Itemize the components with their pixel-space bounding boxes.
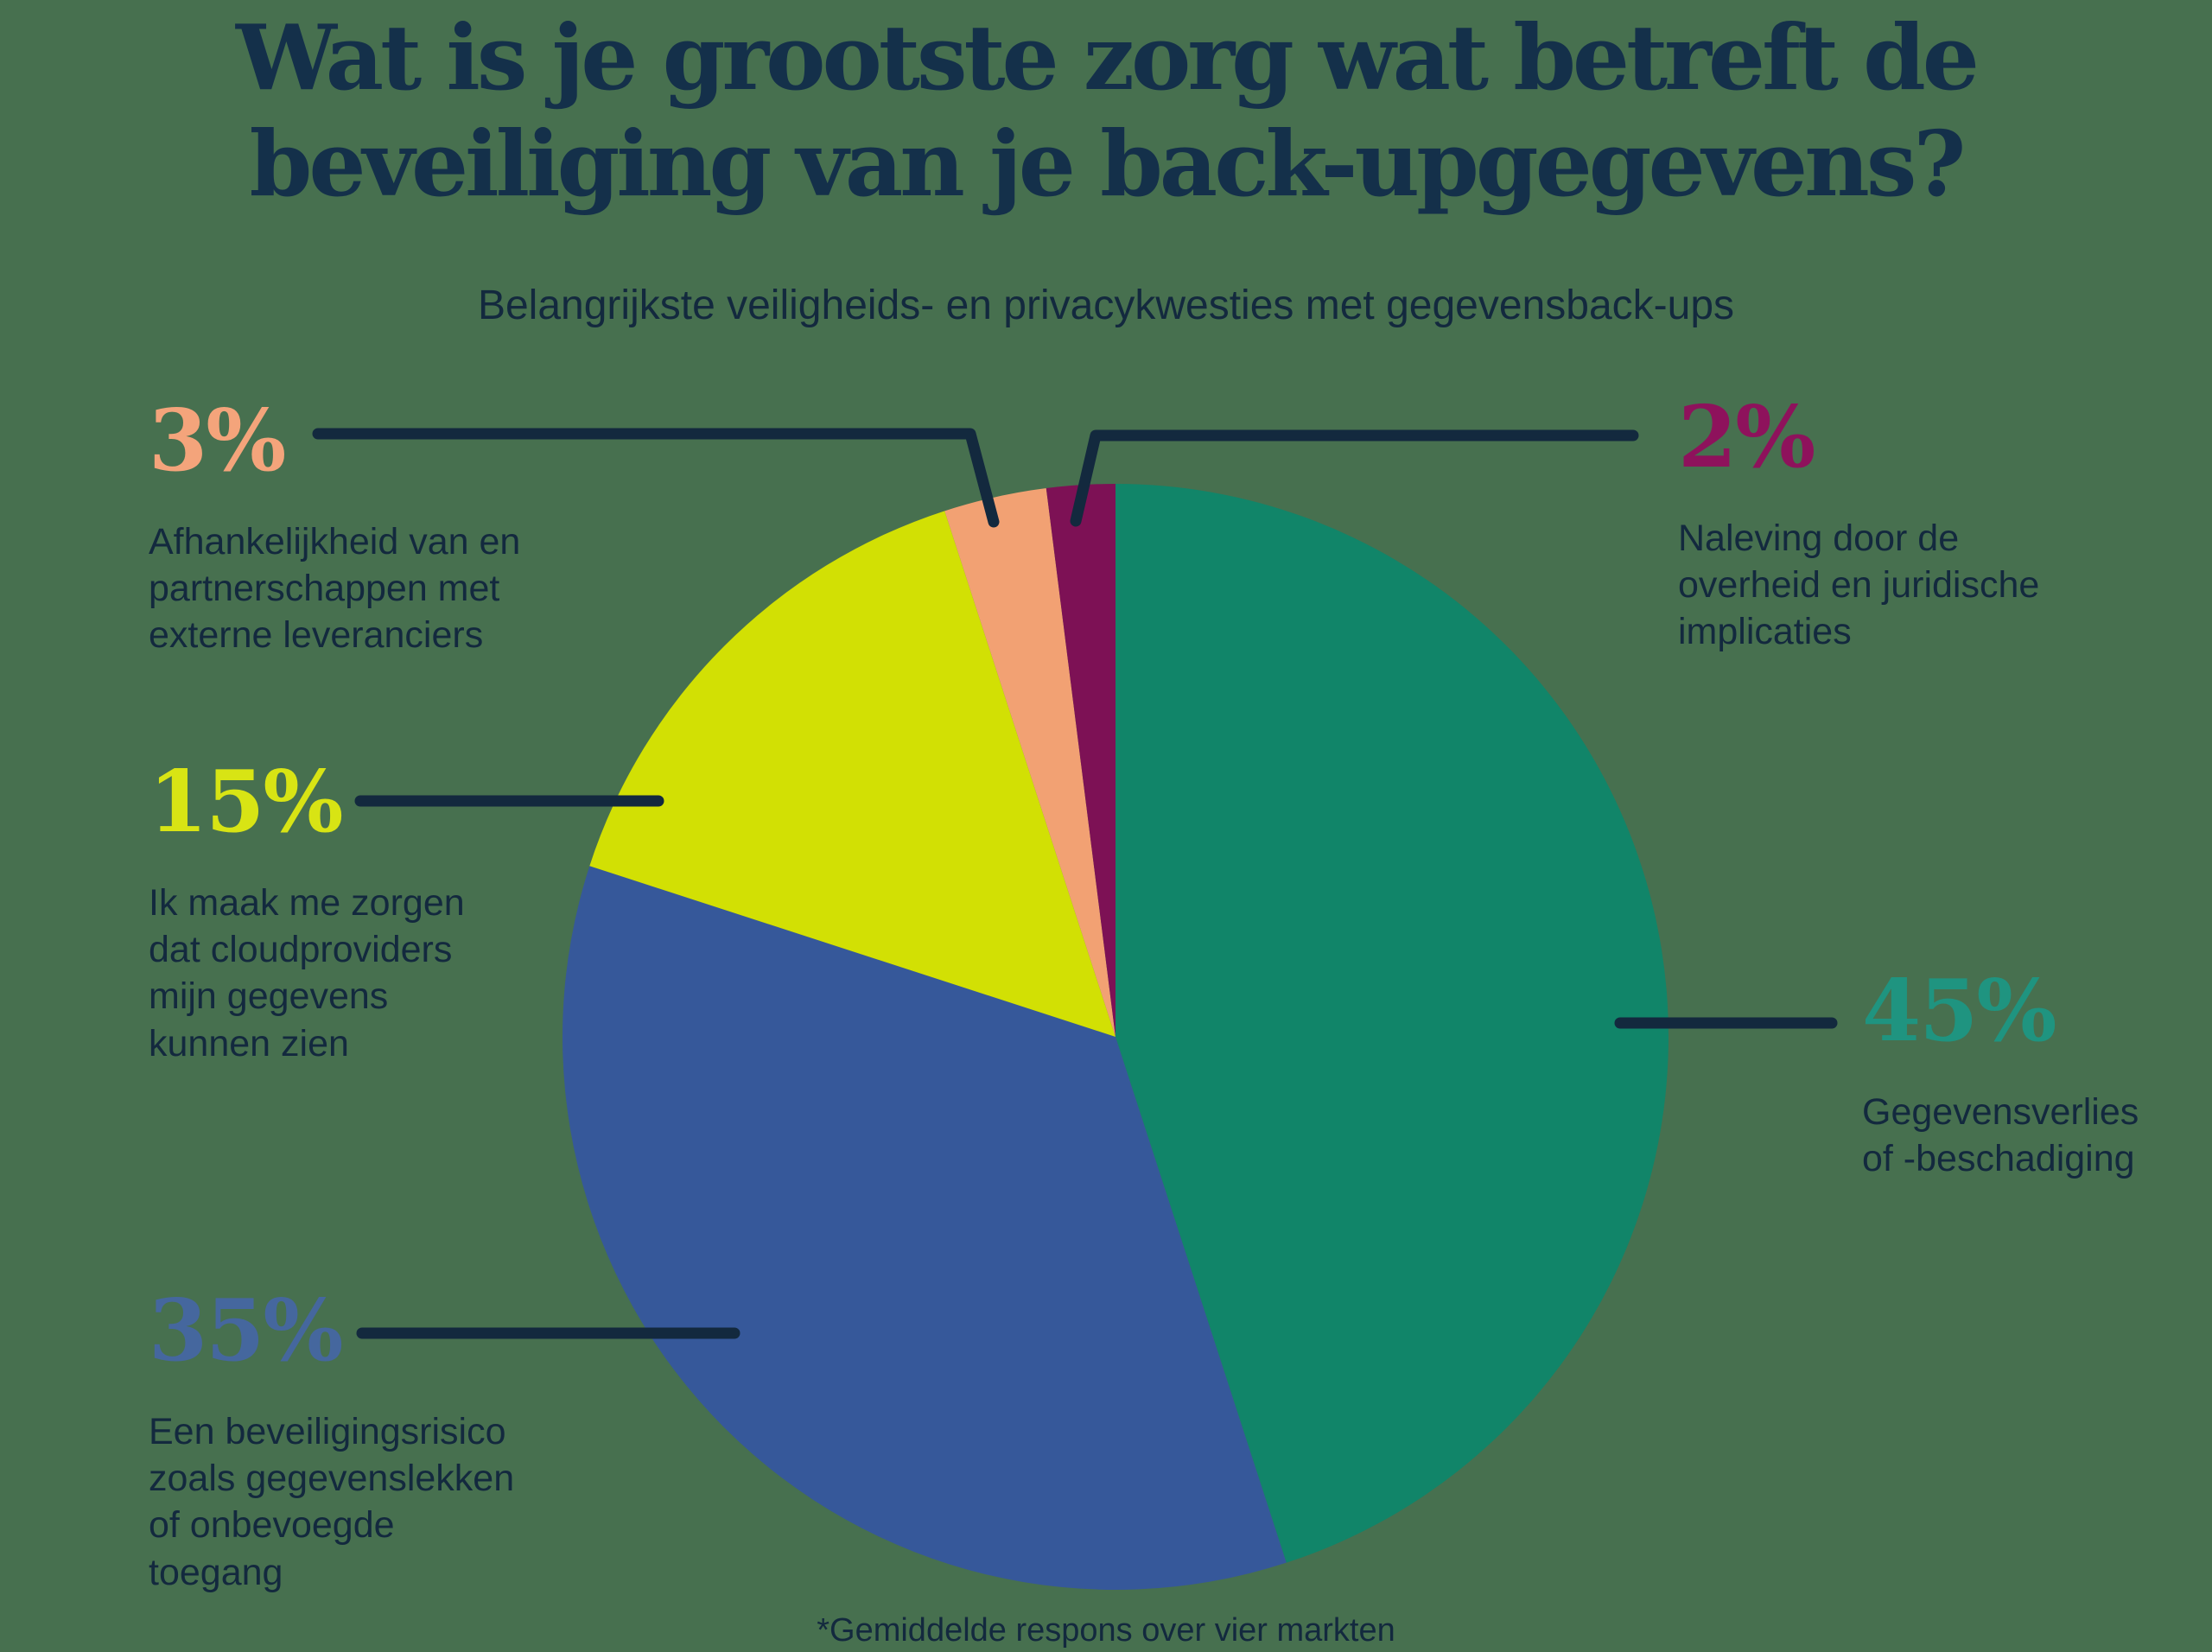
percent-label-2: 2% xyxy=(1678,388,1815,487)
callout-15pct-text: Ik maak me zorgen dat cloudproviders mij… xyxy=(149,882,465,1064)
callout-45pct-text: Gegevensverlies of -beschadiging xyxy=(1862,1091,2139,1180)
callout-2pct-text: Naleving door de overheid en juridische … xyxy=(1678,518,2040,653)
callout-45pct: 45% Gegevensverlies of -beschadiging xyxy=(1862,969,2208,1182)
callout-35pct-text: Een beveiligingsrisico zoals gegevenslek… xyxy=(149,1411,515,1593)
callout-3pct-text: Afhankelijkheid van en partnerschappen m… xyxy=(149,521,521,657)
percent-label-45: 45% xyxy=(1862,962,2057,1061)
leader-line-2pct xyxy=(1070,429,1639,527)
callout-2pct: 2% Naleving door de overheid en juridisc… xyxy=(1678,396,2162,656)
leader-line-3pct xyxy=(312,428,1000,528)
callout-3pct: 3% Afhankelijkheid van en partnerschappe… xyxy=(149,399,632,659)
percent-label-15: 15% xyxy=(149,753,344,852)
pie-slice-15pct xyxy=(589,511,1116,1037)
pie-slice-3pct xyxy=(944,488,1116,1037)
percent-label-35: 35% xyxy=(149,1281,344,1381)
footnote: *Gemiddelde respons over vier markten xyxy=(817,1612,1395,1649)
leader-lines xyxy=(312,428,1838,1339)
pie-slice-45pct xyxy=(1116,484,1669,1563)
pie-slice-2pct xyxy=(1046,484,1116,1037)
pie-slices xyxy=(562,484,1669,1590)
callout-35pct: 35% Een beveiligingsrisico zoals gegeven… xyxy=(149,1289,632,1596)
percent-label-3: 3% xyxy=(149,391,286,491)
page-title: Wat is je grootste zorg wat betreft de b… xyxy=(236,4,1980,217)
chart-subtitle: Belangrijkste veiligheids- en privacykwe… xyxy=(477,283,1735,328)
callout-15pct: 15% Ik maak me zorgen dat cloudproviders… xyxy=(149,760,632,1067)
pie-slice-35pct xyxy=(562,866,1287,1590)
